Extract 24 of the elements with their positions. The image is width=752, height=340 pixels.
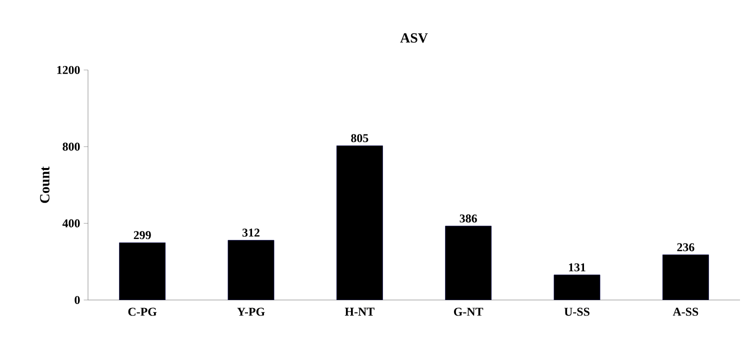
x-tick-label: H-NT	[344, 308, 374, 316]
data-label: 236	[677, 243, 694, 252]
chart-title: ASV	[400, 33, 428, 43]
bar	[662, 254, 709, 300]
x-tick-label: A-SS	[672, 308, 698, 316]
bar	[228, 240, 274, 300]
data-label: 299	[134, 231, 151, 240]
y-tick-label: 400	[62, 219, 80, 228]
x-tick-label: U-SS	[564, 308, 590, 316]
y-tick-label: 1200	[57, 66, 80, 74]
x-tick-label: G-NT	[454, 308, 484, 316]
y-tick-label: 0	[74, 296, 80, 304]
x-tick-label: C-PG	[128, 308, 157, 316]
data-label: 312	[242, 228, 260, 237]
data-label: 386	[460, 214, 477, 222]
y-tick-label: 800	[62, 142, 80, 151]
bar	[336, 146, 383, 300]
bar	[445, 226, 492, 300]
bar	[119, 242, 166, 300]
data-label: 805	[351, 134, 368, 142]
x-tick-label: Y-PG	[237, 308, 265, 316]
y-axis-title: Count	[40, 166, 50, 203]
bar	[554, 274, 600, 300]
data-label: 131	[568, 263, 586, 272]
